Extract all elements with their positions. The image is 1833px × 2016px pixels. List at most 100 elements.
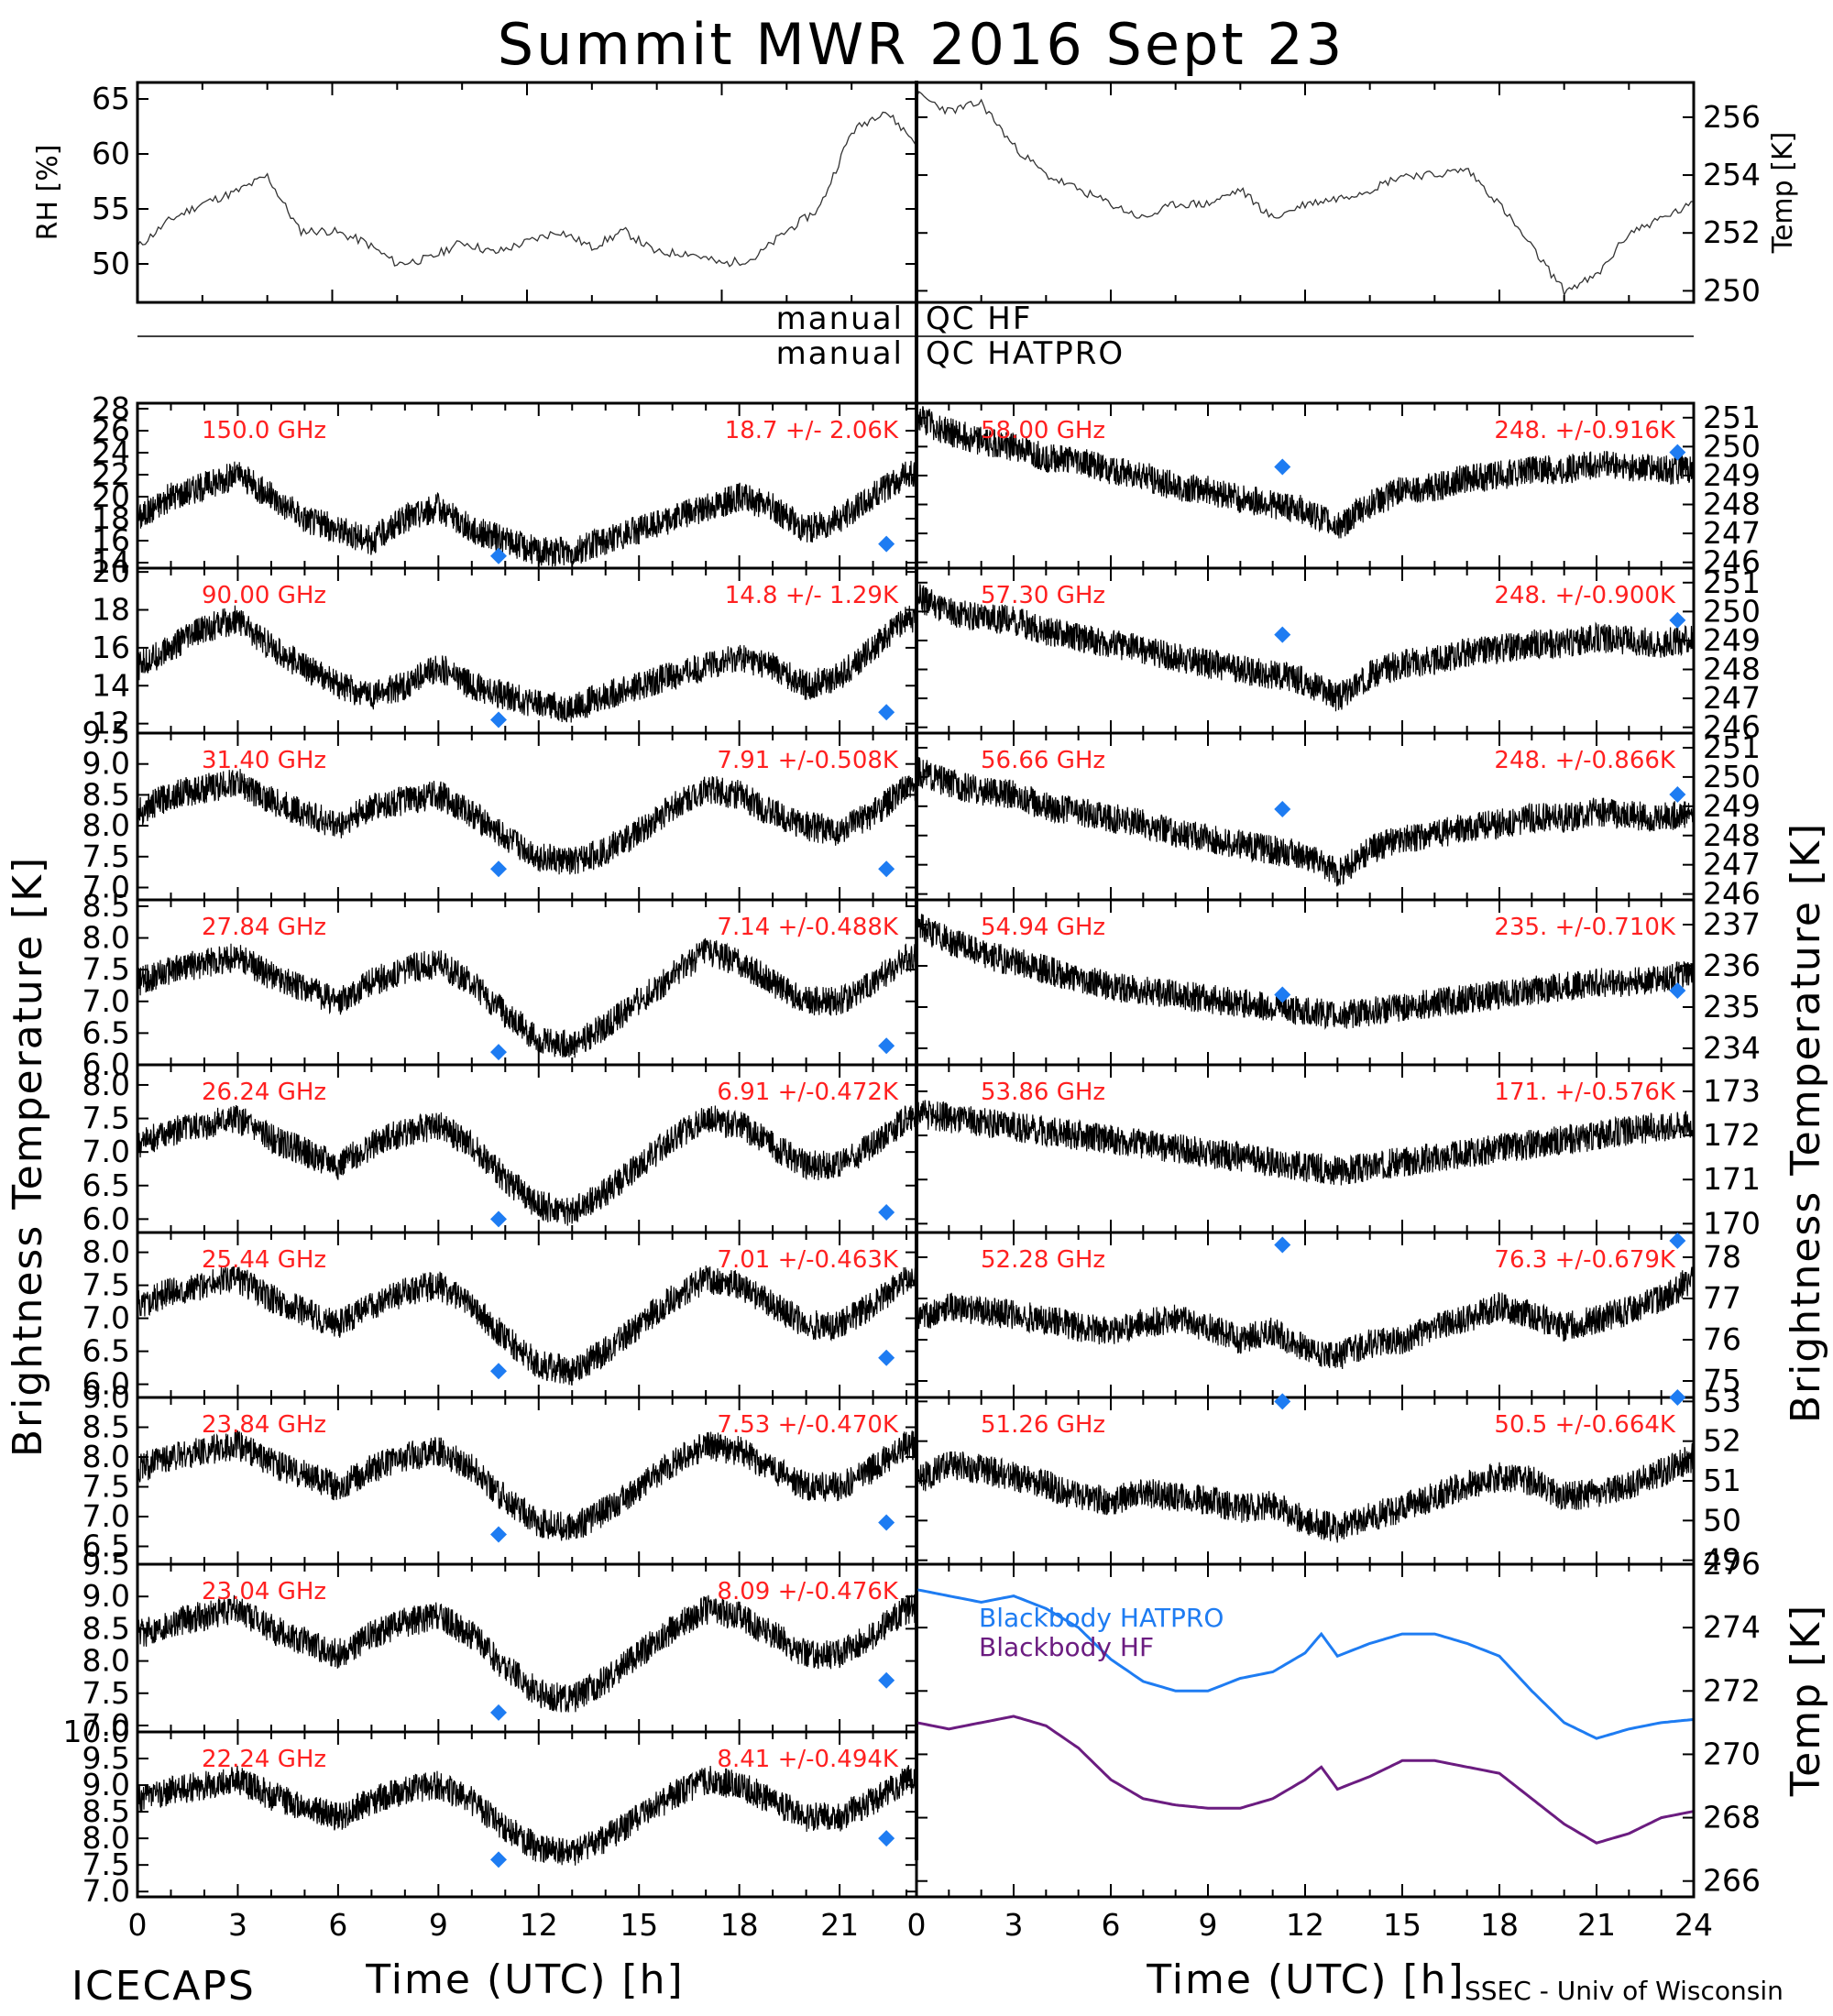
- channel-stat-label: 50.5 +/-0.664K: [1494, 1411, 1676, 1439]
- tb-line: [916, 1100, 1695, 1186]
- tb-ytick-label: 7.5: [82, 838, 130, 874]
- chart-title: Summit MWR 2016 Sept 23: [498, 11, 1345, 78]
- tb-line: [137, 460, 917, 567]
- tb-ytick-label: 246: [1703, 544, 1761, 580]
- tb-line: [916, 583, 1695, 712]
- sounding-marker: [1669, 982, 1686, 999]
- rh-frame: [136, 81, 918, 304]
- tb-ytick-label: 8.0: [82, 1820, 130, 1856]
- tb-line: [137, 937, 917, 1058]
- channel-frequency-label: 56.66 GHz: [981, 747, 1105, 774]
- tb-ytick-label: 9.0: [82, 746, 130, 782]
- qc-manual-label-hf: manual: [776, 301, 904, 337]
- tb-ytick-label: 6.5: [82, 1528, 130, 1564]
- footer-icecaps: ICECAPS: [71, 1963, 256, 2010]
- qc-hatpro-label: QC HATPRO: [926, 335, 1125, 372]
- sounding-marker: [878, 1204, 895, 1222]
- sounding-marker: [489, 1526, 507, 1543]
- bb-xtick-label: 0: [907, 1907, 927, 1943]
- tb-line: [916, 406, 1695, 539]
- channel-frequency-label: 52.28 GHz: [981, 1246, 1105, 1274]
- sounding-marker: [1274, 1236, 1291, 1254]
- tb-ytick-label: 246: [1703, 709, 1761, 745]
- temp-ytick-label: 256: [1703, 99, 1761, 135]
- tb-ytick-label: 51: [1703, 1463, 1741, 1498]
- bb-ytick-label: 270: [1703, 1736, 1761, 1771]
- sounding-marker: [878, 860, 895, 878]
- bb-ytick-label: 276: [1703, 1546, 1761, 1582]
- tb-ytick-label: 18: [92, 500, 130, 536]
- tb-xtick-label: 3: [228, 1907, 247, 1943]
- bb-ytick-label: 266: [1703, 1863, 1761, 1899]
- channel-stat-label: 8.41 +/-0.494K: [717, 1746, 899, 1773]
- tb-ytick-label: 52: [1703, 1423, 1741, 1459]
- sounding-marker: [1274, 986, 1291, 1003]
- tb-line: [137, 605, 917, 723]
- tb-ytick-label: 7.0: [82, 1300, 130, 1336]
- tb-xtick-label: 12: [520, 1907, 558, 1943]
- tb-left-ylabel: Brightness Temperature [K]: [5, 856, 51, 1457]
- channel-frequency-label: 150.0 GHz: [202, 417, 326, 444]
- tb-ytick-label: 22: [92, 456, 130, 492]
- tb-line: [916, 911, 1695, 1030]
- bb-xtick-label: 9: [1199, 1907, 1218, 1943]
- tb-ytick-label: 7.0: [82, 1498, 130, 1534]
- tb-ytick-label: 20: [92, 553, 130, 589]
- tb-ytick-label: 28: [92, 390, 130, 426]
- sounding-marker: [1274, 626, 1291, 643]
- legend-entry: Blackbody HATPRO: [979, 1603, 1224, 1633]
- qc-manual-label-hatpro: manual: [776, 335, 904, 372]
- channel-frequency-label: 54.94 GHz: [981, 914, 1105, 941]
- tb-line: [916, 1266, 1695, 1370]
- tb-line: [137, 1765, 917, 1866]
- qc-hf-label: QC HF: [926, 301, 1032, 337]
- sounding-marker: [878, 1671, 895, 1689]
- tb-ytick-label: 8.5: [82, 888, 130, 924]
- sounding-marker: [1274, 1393, 1291, 1410]
- tb-xtick-label: 6: [328, 1907, 347, 1943]
- bb-xtick-label: 15: [1383, 1907, 1421, 1943]
- tb-ytick-label: 6.5: [82, 1167, 130, 1203]
- tb-ytick-label: 9.0: [82, 1379, 130, 1415]
- sounding-marker: [878, 704, 895, 721]
- tb-line: [137, 769, 917, 875]
- sounding-marker: [878, 1037, 895, 1055]
- tb-line: [916, 756, 1695, 887]
- tb-ytick-label: 251: [1703, 400, 1761, 435]
- tb-ytick-label: 26: [92, 412, 130, 448]
- channel-frequency-label: 23.04 GHz: [202, 1578, 326, 1605]
- tb-ytick-label: 6.0: [82, 1200, 130, 1236]
- temp-frame: [915, 81, 1696, 304]
- tb-ytick-label: 8.0: [82, 807, 130, 843]
- sounding-marker: [489, 547, 507, 564]
- tb-ytick-label: 7.0: [82, 1873, 130, 1909]
- blackbody-line-0: [916, 1588, 1695, 1740]
- tb-line: [916, 1442, 1695, 1543]
- bb-ytick-label: 274: [1703, 1609, 1761, 1645]
- tb-ytick-label: 7.5: [82, 951, 130, 987]
- channel-frequency-label: 22.24 GHz: [202, 1746, 326, 1773]
- tb-ytick-label: 7.0: [82, 983, 130, 1019]
- tb-ytick-label: 7.5: [82, 1469, 130, 1505]
- temp-line: [916, 90, 1695, 297]
- tb-ytick-label: 8.5: [82, 1409, 130, 1445]
- sounding-marker: [1274, 458, 1291, 476]
- tb-ytick-label: 6.0: [82, 1366, 130, 1402]
- tb-ytick-label: 9.5: [82, 1740, 130, 1776]
- right-xlabel: Time (UTC) [h]: [1146, 1956, 1465, 2003]
- channel-frequency-label: 51.26 GHz: [981, 1411, 1105, 1439]
- temp-ytick-label: 250: [1703, 272, 1761, 308]
- tb-ytick-label: 8.5: [82, 776, 130, 812]
- bb-xtick-label: 12: [1286, 1907, 1324, 1943]
- rh-ytick-label: 50: [92, 246, 130, 281]
- tb-ytick-label: 75: [1703, 1363, 1741, 1398]
- tb-ytick-label: 7.5: [82, 1267, 130, 1303]
- rh-ytick-label: 55: [92, 191, 130, 226]
- tb-ytick-label: 14: [92, 667, 130, 703]
- tb-ytick-label: 8.0: [82, 1234, 130, 1270]
- rh-ytick-label: 65: [92, 81, 130, 116]
- channel-stat-label: 6.91 +/-0.472K: [717, 1079, 899, 1106]
- tb-ytick-label: 251: [1703, 564, 1761, 600]
